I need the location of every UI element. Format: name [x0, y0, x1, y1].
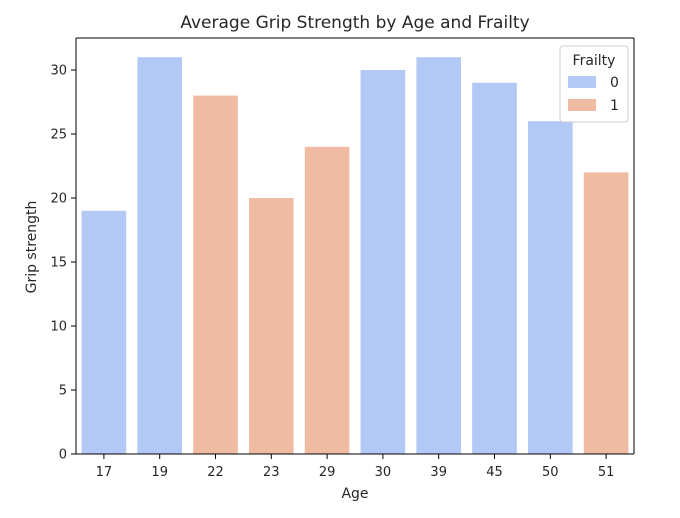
bar-51	[583, 172, 629, 454]
y-axis-label: Grip strength	[24, 201, 40, 294]
x-tick-label: 39	[430, 465, 447, 480]
y-tick-label: 30	[50, 64, 67, 79]
x-tick-label: 23	[263, 465, 280, 480]
bar-30	[360, 70, 406, 454]
y-tick-label: 0	[59, 448, 67, 463]
bar-39	[416, 57, 462, 454]
bar-50	[527, 121, 573, 454]
legend-swatch-0	[568, 76, 596, 88]
legend-title: Frailty	[573, 53, 616, 69]
y-tick-label: 20	[50, 192, 67, 207]
x-tick-label: 19	[151, 465, 168, 480]
y-tick-label: 15	[50, 256, 67, 271]
legend-label-1: 1	[610, 98, 619, 114]
x-tick-label: 22	[207, 465, 224, 480]
bar-45	[472, 82, 517, 455]
chart-title: Average Grip Strength by Age and Frailty	[180, 13, 529, 33]
x-tick-label: 45	[486, 465, 503, 480]
y-tick-label: 5	[59, 384, 67, 399]
bar-23	[248, 198, 294, 454]
x-tick-label: 51	[598, 465, 615, 480]
bar-19	[137, 57, 183, 454]
bars-layer	[81, 57, 629, 455]
bar-29	[304, 146, 350, 455]
y-tick-label: 25	[50, 128, 67, 143]
x-tick-label: 30	[375, 465, 392, 480]
x-tick-label: 50	[542, 465, 559, 480]
legend-swatch-1	[568, 99, 596, 111]
x-tick-label: 29	[319, 465, 336, 480]
x-axis-label: Age	[341, 486, 368, 502]
legend: Frailty 0 1	[559, 45, 629, 123]
x-tick-label: 17	[96, 465, 113, 480]
legend-label-0: 0	[610, 75, 619, 91]
bar-17	[81, 210, 127, 454]
bar-22	[193, 95, 238, 454]
y-tick-label: 10	[50, 320, 67, 335]
